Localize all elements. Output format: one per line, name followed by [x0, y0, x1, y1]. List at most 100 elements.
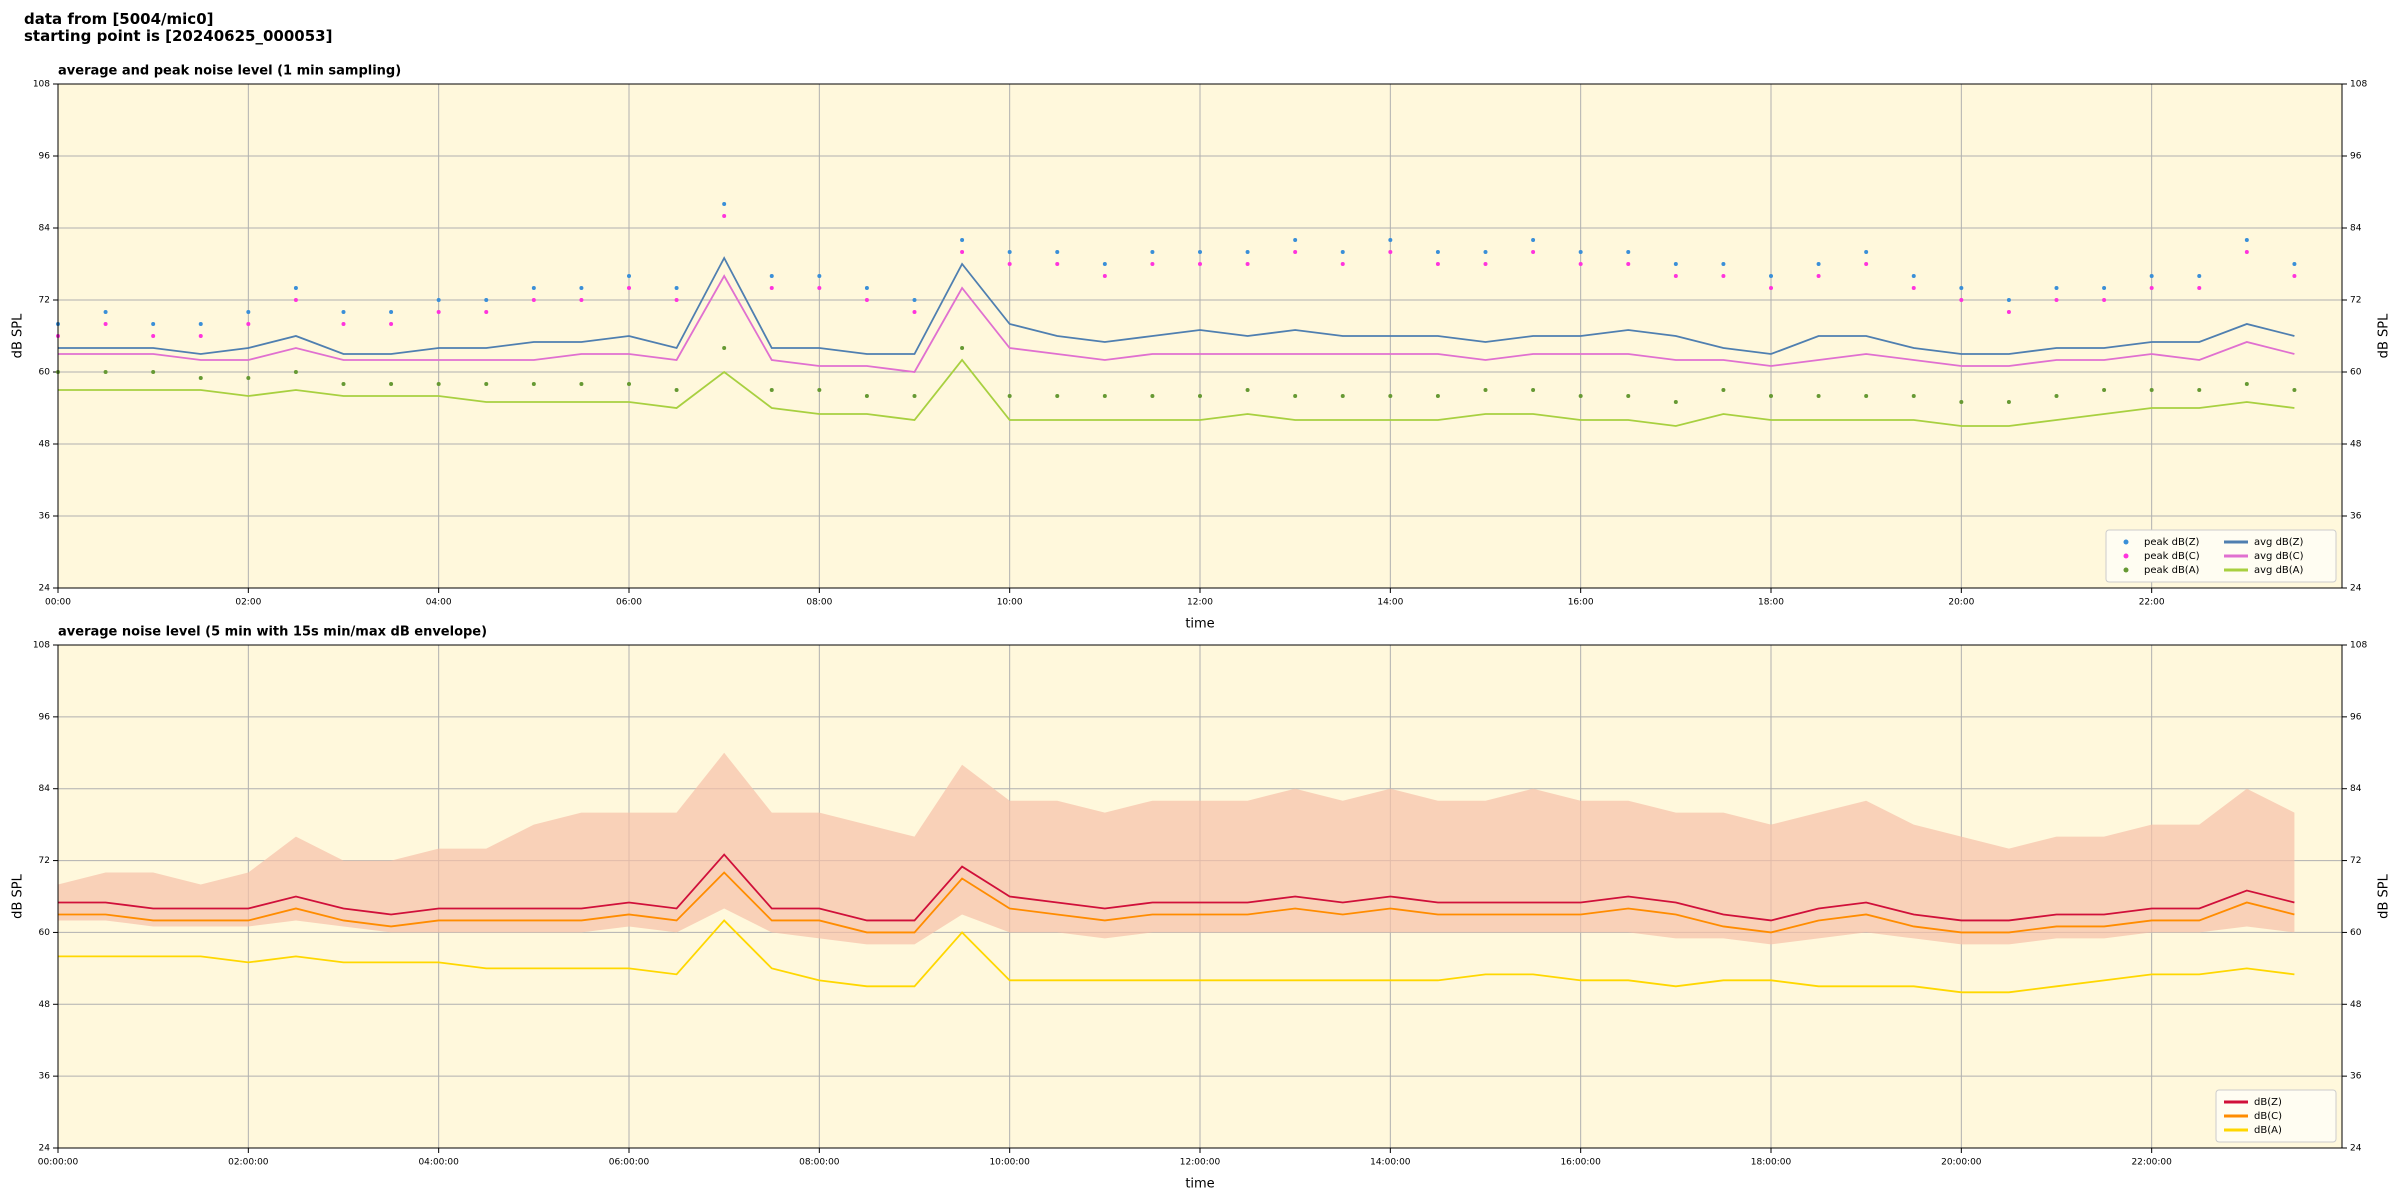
- y2-axis-label: dB SPL: [2377, 313, 2392, 358]
- peak-point: [2149, 286, 2154, 290]
- y-tick-label: 72: [39, 296, 50, 306]
- peak-point: [769, 286, 774, 290]
- peak-point: [2006, 400, 2011, 404]
- peak-point: [1769, 394, 1773, 398]
- legend-label: avg dB(C): [2254, 551, 2304, 562]
- peak-point: [1959, 286, 1964, 290]
- peak-point: [769, 274, 774, 278]
- y-tick-label: 48: [39, 440, 51, 450]
- y-axis-label: dB SPL: [11, 313, 26, 358]
- peak-point: [531, 286, 536, 290]
- peak-point: [1769, 286, 1773, 290]
- y2-axis-label: dB SPL: [2377, 873, 2392, 918]
- peak-point: [2292, 274, 2297, 278]
- peak-point: [1007, 394, 1012, 398]
- peak-point: [1007, 262, 1012, 266]
- peak-point: [1483, 262, 1488, 266]
- peak-point: [1864, 394, 1869, 398]
- x-tick-label: 00:00:00: [38, 1158, 79, 1168]
- peak-point: [1388, 238, 1393, 242]
- peak-point: [151, 370, 156, 374]
- peak-point: [1911, 394, 1916, 398]
- peak-point: [1673, 274, 1678, 278]
- legend-label: dB(A): [2254, 1125, 2282, 1136]
- peak-point: [674, 388, 679, 392]
- peak-point: [912, 394, 917, 398]
- peak-point: [1388, 250, 1393, 254]
- legend-label: peak dB(Z): [2144, 537, 2200, 548]
- y-tick-label: 36: [39, 1072, 51, 1082]
- peak-point: [1198, 262, 1202, 266]
- legend-label: dB(Z): [2254, 1097, 2282, 1108]
- peak-point: [1626, 394, 1631, 398]
- peak-point: [627, 286, 631, 290]
- y-tick-label: 36: [39, 512, 51, 522]
- x-tick-label: 16:00: [1568, 598, 1594, 608]
- peak-point: [1102, 394, 1107, 398]
- legend-box: [2105, 529, 2337, 583]
- peak-point: [103, 322, 108, 326]
- peak-point: [389, 382, 394, 386]
- peak-point: [817, 274, 822, 278]
- peak-point: [2244, 382, 2249, 386]
- legend-swatch: [2123, 539, 2129, 545]
- y-axis-label: dB SPL: [11, 873, 26, 918]
- peak-point: [579, 286, 584, 290]
- peak-point: [246, 310, 251, 314]
- x-tick-label: 20:00:00: [1941, 1158, 1982, 1168]
- series-line: [58, 871, 2295, 934]
- peak-point: [341, 310, 346, 314]
- peak-point: [1483, 250, 1488, 254]
- peak-point: [2149, 388, 2154, 392]
- peak-point: [674, 298, 679, 302]
- x-tick-label: 18:00:00: [1751, 1158, 1792, 1168]
- y2-tick-label: 60: [2350, 928, 2362, 938]
- peak-point: [1864, 250, 1869, 254]
- y2-tick-label: 24: [2350, 584, 2362, 594]
- y2-tick-label: 36: [2350, 1072, 2362, 1082]
- y2-tick-label: 24: [2350, 1144, 2362, 1154]
- peak-point: [2102, 388, 2107, 392]
- peak-point: [389, 322, 394, 326]
- peak-point: [1721, 262, 1726, 266]
- peak-point: [722, 346, 727, 350]
- y-tick-label: 96: [39, 712, 51, 722]
- peak-point: [627, 274, 631, 278]
- peak-point: [1198, 394, 1202, 398]
- x-tick-label: 12:00: [1187, 598, 1213, 608]
- peak-point: [579, 382, 584, 386]
- y-tick-label: 60: [39, 368, 51, 378]
- series-line: [58, 256, 2295, 355]
- y2-tick-label: 72: [2350, 856, 2361, 866]
- peak-point: [1150, 394, 1155, 398]
- envelope: [58, 752, 2295, 945]
- peak-point: [1816, 394, 1821, 398]
- series-line: [58, 274, 2295, 373]
- peak-point: [436, 310, 441, 314]
- x-tick-label: 06:00:00: [609, 1158, 650, 1168]
- peak-point: [2292, 262, 2297, 266]
- legend-label: dB(C): [2254, 1111, 2282, 1122]
- y2-tick-label: 60: [2350, 368, 2362, 378]
- y-tick-label: 108: [33, 80, 50, 90]
- y-tick-label: 60: [39, 928, 51, 938]
- legend-label: peak dB(A): [2144, 565, 2200, 576]
- peak-point: [389, 310, 394, 314]
- chart-title: average noise level (5 min with 15s min/…: [58, 625, 487, 640]
- y-tick-label: 84: [39, 784, 51, 794]
- peak-point: [864, 298, 869, 302]
- peak-point: [1959, 400, 1964, 404]
- x-tick-label: 22:00:00: [2131, 1158, 2172, 1168]
- peak-point: [1007, 250, 1012, 254]
- peak-point: [1483, 388, 1488, 392]
- peak-point: [2149, 274, 2154, 278]
- y2-tick-label: 72: [2350, 296, 2361, 306]
- header-line: data from [5004/mic0]: [24, 10, 214, 28]
- plot-frame: [57, 83, 2343, 589]
- x-tick-label: 02:00: [235, 598, 261, 608]
- y-tick-label: 48: [39, 1000, 51, 1010]
- peak-point: [1531, 238, 1536, 242]
- peak-point: [246, 376, 251, 380]
- peak-point: [198, 334, 203, 338]
- peak-point: [1626, 250, 1631, 254]
